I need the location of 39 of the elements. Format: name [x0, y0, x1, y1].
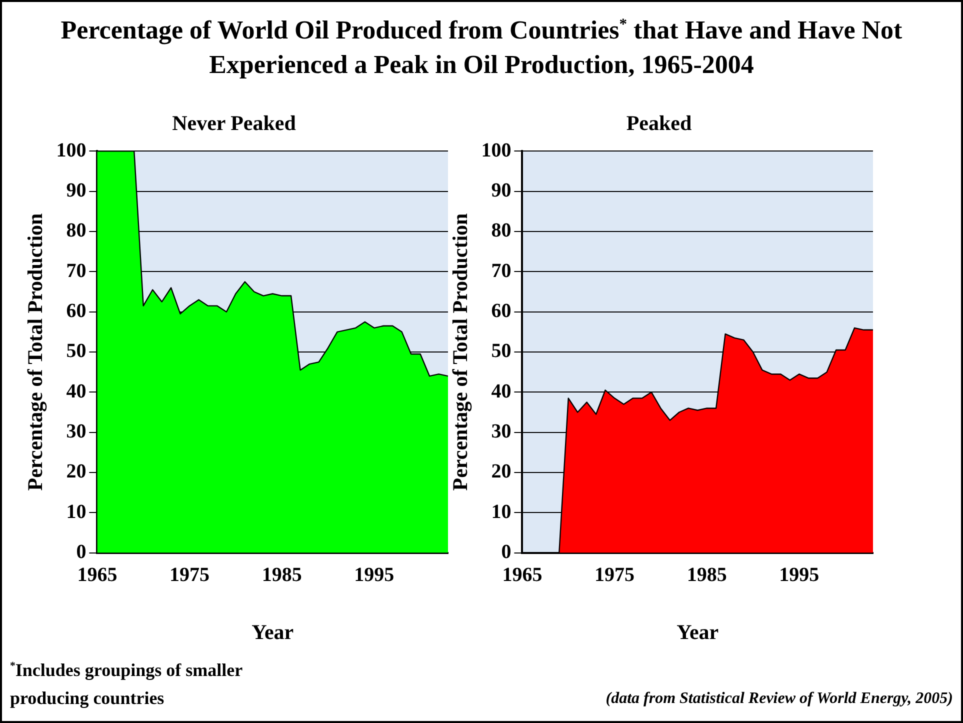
- y-tick-label: 50: [491, 340, 512, 362]
- x-tick-label: 1995: [354, 564, 394, 586]
- text: $^{*}$Includes groupings of smaller producing countries: [10, 659, 244, 710]
- x-axis-title: Year: [676, 620, 719, 644]
- y-tick-label: 70: [66, 260, 86, 282]
- x-tick-label: 1975: [170, 564, 210, 586]
- text: (data from Statistical Review of World Energy, 2005): [606, 690, 953, 708]
- y-tick-label: 60: [66, 300, 86, 322]
- y-tick-label: 60: [491, 300, 512, 322]
- y-tick-label: 30: [66, 420, 86, 442]
- y-tick-label: 10: [66, 500, 86, 523]
- y-tick-label: 40: [491, 380, 512, 402]
- x-axis-title: Year: [252, 620, 294, 644]
- x-tick-label: 1985: [686, 564, 727, 586]
- y-tick-label: 100: [481, 139, 512, 162]
- x-tick-label: 1975: [594, 564, 635, 586]
- chart-subtitle: Peaked: [626, 111, 692, 136]
- y-tick-label: 90: [66, 180, 86, 202]
- y-tick-label: 0: [501, 540, 512, 563]
- y-tick-label: 80: [491, 220, 512, 242]
- y-axis-title: Percentage of Total Production: [448, 212, 472, 491]
- y-tick-label: 100: [56, 139, 86, 162]
- x-tick-label: 1965: [502, 564, 542, 586]
- x-tick-label: 1965: [77, 564, 118, 586]
- x-tick-label: 1985: [262, 564, 302, 586]
- y-tick-label: 90: [491, 180, 512, 202]
- y-tick-label: 20: [491, 460, 512, 483]
- y-tick-label: 0: [76, 540, 86, 563]
- y-tick-label: 10: [491, 500, 512, 523]
- y-tick-label: 20: [66, 460, 86, 483]
- y-tick-label: 70: [491, 260, 512, 282]
- y-tick-label: 30: [491, 420, 512, 442]
- chart-subtitle: Never Peaked: [172, 111, 296, 136]
- x-tick-label: 1995: [779, 564, 820, 586]
- y-axis-title: Percentage of Total Production: [23, 212, 48, 491]
- y-tick-label: 40: [66, 380, 86, 402]
- y-tick-label: 80: [66, 220, 86, 242]
- y-tick-label: 50: [66, 340, 86, 362]
- chart-title: Percentage of World Oil Produced from Countries$^{*}$ that Have and Have Not Experienced a Peak in Oil Production, 1965-2004: [60, 14, 904, 81]
